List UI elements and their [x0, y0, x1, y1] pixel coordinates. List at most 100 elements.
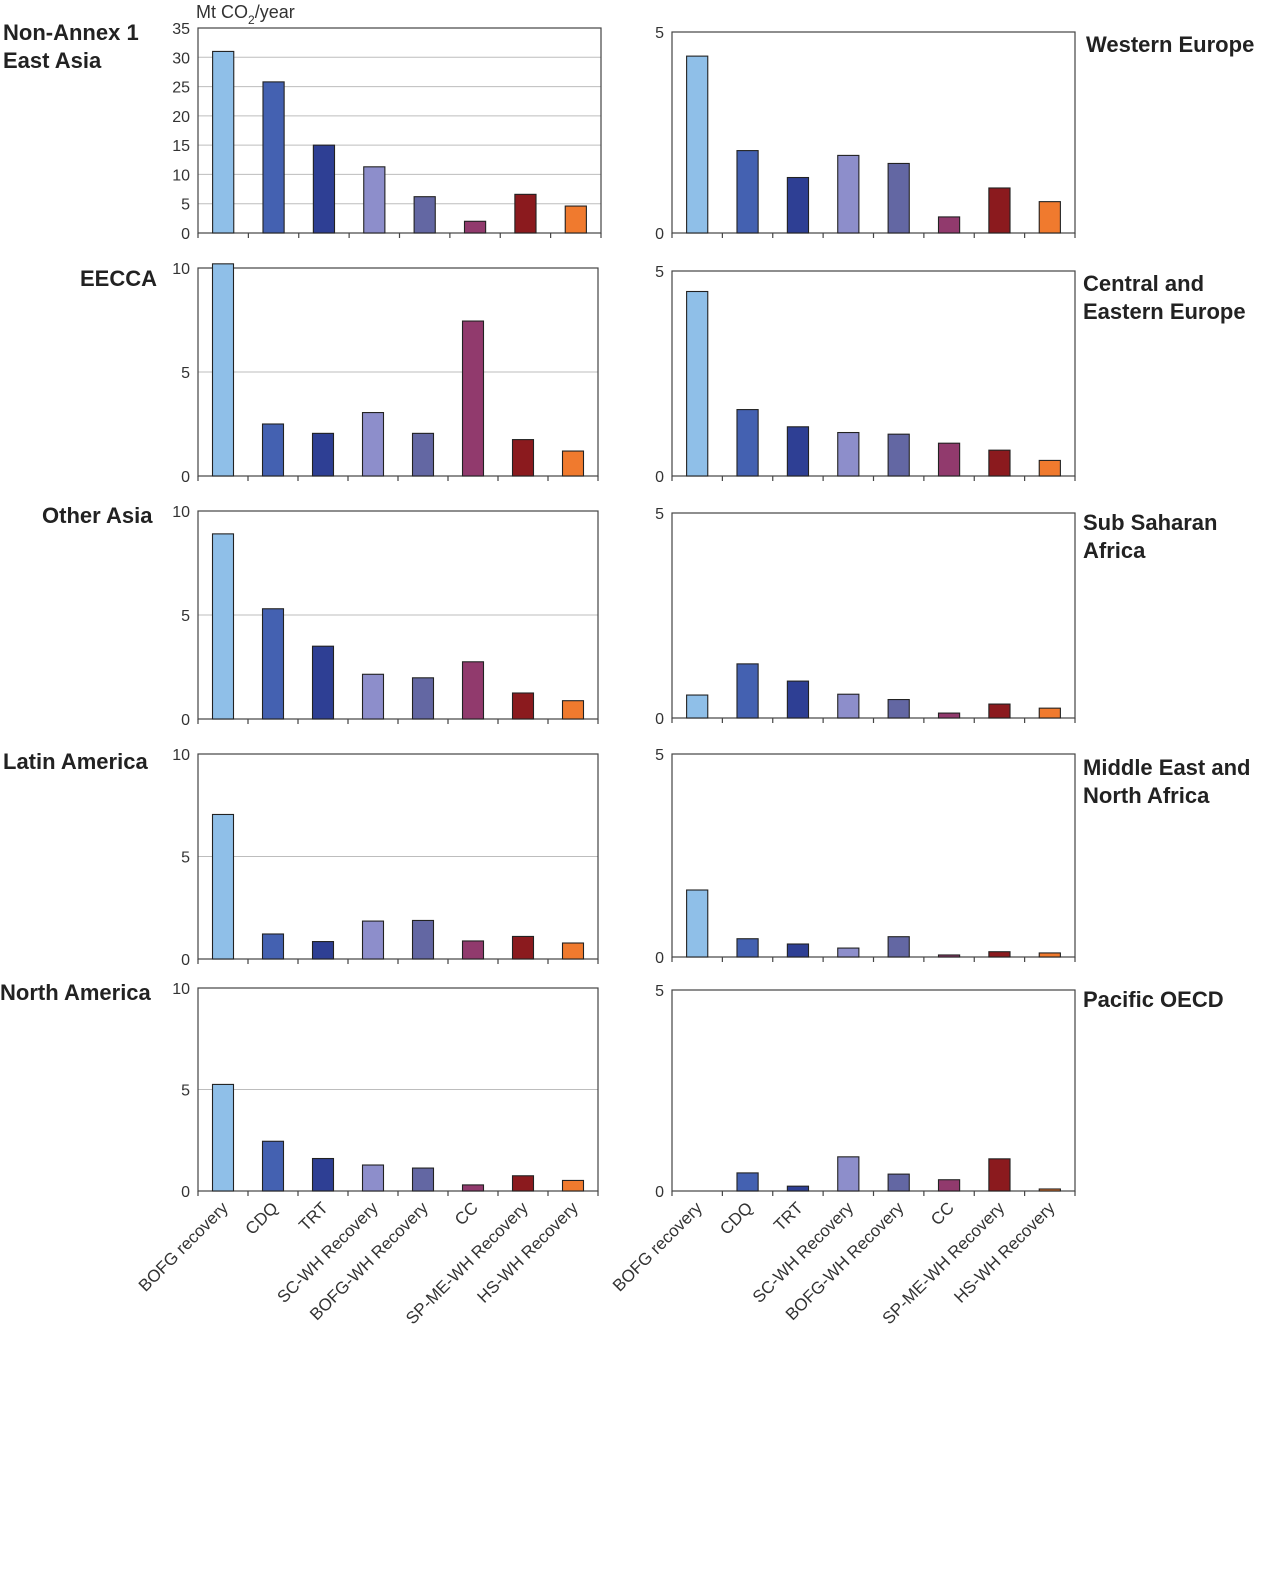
region-label: North America [0, 980, 152, 1005]
bar-trt [786, 943, 810, 958]
bar-sp-me-wh-recovery [511, 692, 535, 720]
bar-sp-me-wh-recovery [511, 439, 535, 477]
bar-sc-wh-recovery [837, 1156, 860, 1192]
x-category-label: TRT [295, 1198, 332, 1235]
bar-sc-wh-recovery [361, 920, 385, 960]
bar-hs-wh-recovery [561, 700, 585, 720]
panel-latin-america: 0 5 10 Latin America [3, 747, 599, 969]
y-tick-label: 5 [655, 506, 664, 523]
y-tick-label: 5 [181, 365, 190, 382]
bar-bofg-recovery [211, 263, 235, 477]
bar-sp-me-wh-recovery [511, 935, 535, 960]
bar-cdq [736, 409, 759, 477]
y-tick-label: 10 [172, 504, 190, 521]
bar-bofg-wh-recovery [887, 936, 910, 958]
bar-bofg-recovery [686, 889, 709, 958]
chart-panels: 0 5 10 15 20 25 30 35 Non-Annex 1 East Asia 0 5 West… [0, 20, 1254, 1201]
x-category-label: CC [451, 1198, 482, 1229]
bar-sp-me-wh-recovery [988, 187, 1011, 234]
panel-non-annex-1-east-asia: 0 5 10 15 20 25 30 35 Non-Annex 1 East Asia [3, 20, 602, 243]
region-label: Central and Eastern Europe [1083, 271, 1246, 324]
bar-sc-wh-recovery [837, 431, 860, 477]
bar-cdq [261, 933, 285, 960]
bar-hs-wh-recovery [564, 205, 587, 234]
bar-cdq [262, 81, 285, 234]
y-tick-label: 20 [172, 109, 190, 126]
x-category-label: CC [927, 1198, 958, 1229]
bar-bofg-wh-recovery [887, 162, 910, 234]
plot-frame [197, 27, 602, 234]
bar-bofg-wh-recovery [411, 1167, 435, 1192]
panel-sub-saharan-africa: 0 5 Sub Saharan Africa [655, 506, 1217, 728]
bar-bofg-recovery [211, 1083, 235, 1192]
bar-sc-wh-recovery [837, 154, 860, 234]
plot-frame [671, 31, 1076, 234]
y-tick-label: 0 [655, 1184, 664, 1201]
y-tick-label: 10 [172, 261, 190, 278]
panel-central-and-eastern-europe: 0 5 Central and Eastern Europe [655, 264, 1246, 486]
x-category-label: BOFG recovery [609, 1198, 706, 1295]
panel-western-europe: 0 5 Western Europe [655, 25, 1254, 243]
bar-hs-wh-recovery [1038, 201, 1061, 234]
bar-cc [463, 220, 487, 234]
bar-bofg-wh-recovery [887, 698, 910, 719]
bar-bofg-wh-recovery [887, 433, 910, 477]
bar-trt [786, 176, 810, 234]
bar-trt [311, 1157, 335, 1192]
region-label: Other Asia [42, 503, 153, 528]
bar-bofg-recovery [686, 290, 709, 477]
region-label: Sub Saharan Africa [1083, 510, 1217, 563]
y-tick-label: 15 [172, 138, 190, 155]
bar-cc [937, 216, 961, 234]
plot-frame [671, 512, 1076, 719]
x-category-label: BOFG recovery [135, 1198, 232, 1295]
bar-hs-wh-recovery [1038, 1188, 1061, 1192]
bar-cdq [261, 423, 285, 477]
bar-cdq [736, 938, 759, 958]
y-tick-label: 5 [655, 747, 664, 764]
bar-hs-wh-recovery [1038, 952, 1061, 958]
bar-bofg-wh-recovery [411, 677, 435, 720]
bar-sp-me-wh-recovery [988, 951, 1011, 958]
panel-middle-east-and-north-africa: 0 5 Middle East and North Africa [655, 747, 1250, 967]
panel-pacific-oecd: 0 5 Pacific OECD [655, 983, 1224, 1201]
bar-hs-wh-recovery [561, 450, 585, 477]
region-label: Non-Annex 1 East Asia [3, 20, 139, 73]
bar-sp-me-wh-recovery [988, 703, 1011, 719]
bar-bofg-recovery [212, 50, 235, 234]
y-unit-label: Mt CO2/year [196, 2, 295, 27]
y-tick-label: 0 [655, 469, 664, 486]
bar-hs-wh-recovery [1038, 707, 1061, 719]
bar-bofg-recovery [686, 55, 709, 234]
x-category-label: TRT [770, 1198, 807, 1235]
bar-cc [461, 940, 485, 960]
plot-frame [671, 989, 1076, 1192]
bar-cdq [261, 1140, 285, 1192]
bar-bofg-wh-recovery [411, 432, 435, 477]
y-tick-label: 0 [181, 1184, 190, 1201]
y-tick-label: 10 [172, 747, 190, 764]
bar-cc [461, 1184, 485, 1192]
y-tick-label: 0 [181, 469, 190, 486]
y-tick-label: 5 [655, 264, 664, 281]
bar-sc-wh-recovery [837, 693, 860, 719]
bar-sp-me-wh-recovery [988, 449, 1011, 477]
x-category-label: CDQ [716, 1198, 756, 1238]
y-tick-label: 0 [655, 950, 664, 967]
bar-bofg-recovery [686, 694, 709, 719]
y-tick-label: 0 [655, 711, 664, 728]
panel-north-america: 0 5 10 North America [0, 980, 599, 1201]
y-tick-label: 5 [181, 197, 190, 214]
region-label: Western Europe [1086, 32, 1254, 57]
bar-cdq [736, 150, 759, 234]
bar-trt [311, 432, 335, 477]
bar-cc [937, 712, 961, 719]
y-tick-label: 10 [172, 981, 190, 998]
bar-cc [937, 442, 961, 477]
bar-trt [786, 426, 810, 477]
plot-frame [671, 270, 1076, 477]
bar-sc-wh-recovery [363, 166, 386, 234]
bar-trt [311, 941, 335, 960]
